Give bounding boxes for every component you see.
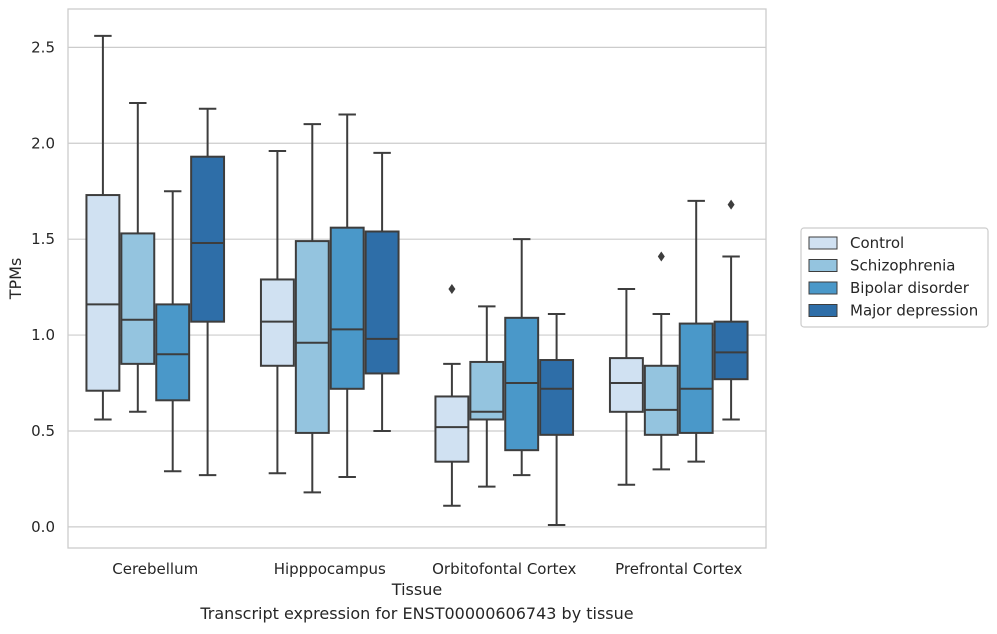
box-bipolar-disorder bbox=[155, 190, 191, 473]
legend-swatch bbox=[808, 236, 838, 250]
legend-label: Bipolar disorder bbox=[850, 279, 970, 297]
box-schizophrenia bbox=[294, 123, 330, 494]
y-tick-label: 1.5 bbox=[31, 230, 55, 248]
box-groups bbox=[85, 34, 749, 526]
legend-frame bbox=[800, 227, 989, 328]
box-body bbox=[434, 395, 470, 463]
box-body bbox=[469, 360, 505, 421]
box-body bbox=[329, 226, 365, 390]
y-tick-label: 0.5 bbox=[31, 422, 55, 440]
x-tick-label: Hipppocampus bbox=[274, 560, 386, 578]
box-major-depression bbox=[190, 107, 226, 477]
box-bipolar-disorder bbox=[678, 199, 714, 463]
box-control bbox=[608, 288, 644, 486]
box-body bbox=[643, 364, 679, 436]
box-schizophrenia bbox=[643, 251, 679, 471]
box-control bbox=[259, 149, 295, 475]
plot-area bbox=[67, 8, 767, 549]
outlier-point bbox=[657, 251, 665, 262]
box-body bbox=[190, 155, 226, 323]
box-bipolar-disorder bbox=[504, 238, 540, 477]
legend-swatch bbox=[808, 304, 838, 317]
box-major-depression bbox=[539, 312, 575, 526]
x-axis-label: Tissue bbox=[391, 580, 442, 599]
box-schizophrenia bbox=[120, 101, 156, 413]
box-body bbox=[678, 322, 714, 434]
box-body bbox=[294, 240, 330, 434]
legend-swatch bbox=[808, 259, 838, 272]
y-axis-label: TPMs bbox=[6, 258, 25, 301]
box-control bbox=[85, 34, 121, 421]
legend-label: Major depression bbox=[850, 302, 978, 320]
figure-caption: Transcript expression for ENST0000060674… bbox=[200, 604, 634, 623]
box-body bbox=[608, 357, 644, 413]
x-tick-label: Cerebellum bbox=[112, 560, 198, 578]
y-tick-label: 0.0 bbox=[31, 518, 55, 536]
box-body bbox=[539, 359, 575, 436]
tick-labels: 0.0 0.5 1.0 1.5 2.0 2.5 Cerebellum Hipppocampus… bbox=[31, 38, 742, 578]
box-body bbox=[364, 230, 400, 375]
y-tick-label: 2.5 bbox=[31, 38, 55, 56]
box-schizophrenia bbox=[469, 305, 505, 488]
outlier-point bbox=[727, 199, 735, 210]
legend-swatch bbox=[808, 281, 838, 295]
box-body bbox=[713, 320, 749, 381]
box-body bbox=[85, 194, 121, 392]
legend-label: Control bbox=[850, 234, 904, 252]
box-control bbox=[434, 284, 470, 507]
legend-label: Schizophrenia bbox=[850, 257, 955, 275]
box-body bbox=[155, 303, 191, 402]
x-tick-label: Prefrontal Cortex bbox=[615, 560, 742, 578]
outlier-point bbox=[448, 284, 456, 295]
box-bipolar-disorder bbox=[329, 113, 365, 479]
box-body bbox=[120, 232, 156, 365]
box-major-depression bbox=[364, 151, 400, 432]
x-tick-label: Orbitofontal Cortex bbox=[432, 560, 576, 578]
box-major-depression bbox=[713, 199, 749, 421]
y-tick-label: 1.0 bbox=[31, 326, 55, 344]
y-tick-label: 2.0 bbox=[31, 134, 55, 152]
legend: Control Schizophrenia Bipolar disorder Majo… bbox=[800, 227, 989, 328]
